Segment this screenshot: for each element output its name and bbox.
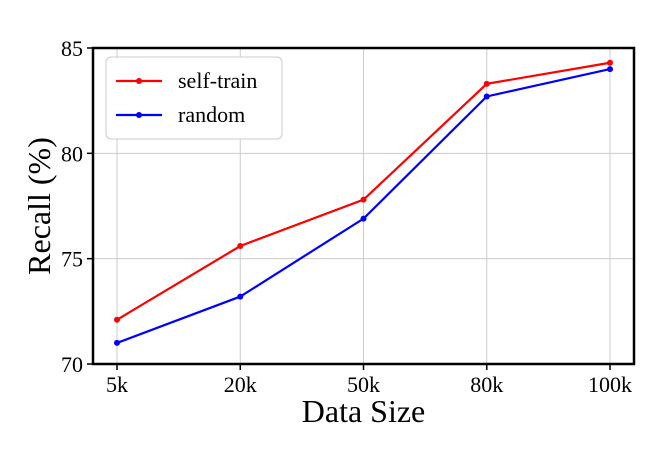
x-tick-label: 50k	[347, 372, 380, 397]
data-point-random	[114, 339, 120, 346]
legend-marker-random	[136, 112, 142, 118]
data-point-random	[483, 93, 490, 100]
y-tick-label: 75	[61, 247, 83, 272]
y-tick-label: 70	[61, 352, 83, 377]
series-layer	[114, 59, 613, 346]
x-tick-label: 100k	[588, 372, 632, 397]
legend-label-self-train: self-train	[178, 68, 257, 93]
y-tick-label: 85	[61, 36, 83, 61]
data-point-self-train	[114, 316, 120, 323]
x-tick-label: 80k	[470, 372, 503, 397]
data-point-random	[607, 66, 613, 73]
data-point-self-train	[483, 80, 490, 87]
data-point-self-train	[237, 243, 244, 250]
x-tick-label: 20k	[224, 372, 257, 397]
axis-ticks: 5k 20k 50k 80k 100k 70 75 80 85	[61, 36, 632, 397]
x-axis-title: Data Size	[302, 393, 426, 429]
legend-marker-self-train	[136, 78, 142, 84]
data-point-self-train	[607, 59, 613, 66]
y-tick-label: 80	[61, 141, 83, 166]
data-point-random	[360, 215, 367, 222]
data-point-self-train	[360, 196, 367, 203]
y-axis-title: Recall (%)	[21, 137, 57, 275]
legend: self-train random	[105, 56, 283, 140]
legend-box	[105, 56, 283, 140]
legend-label-random: random	[178, 102, 245, 127]
data-point-random	[237, 293, 244, 300]
x-tick-label: 5k	[106, 372, 128, 397]
